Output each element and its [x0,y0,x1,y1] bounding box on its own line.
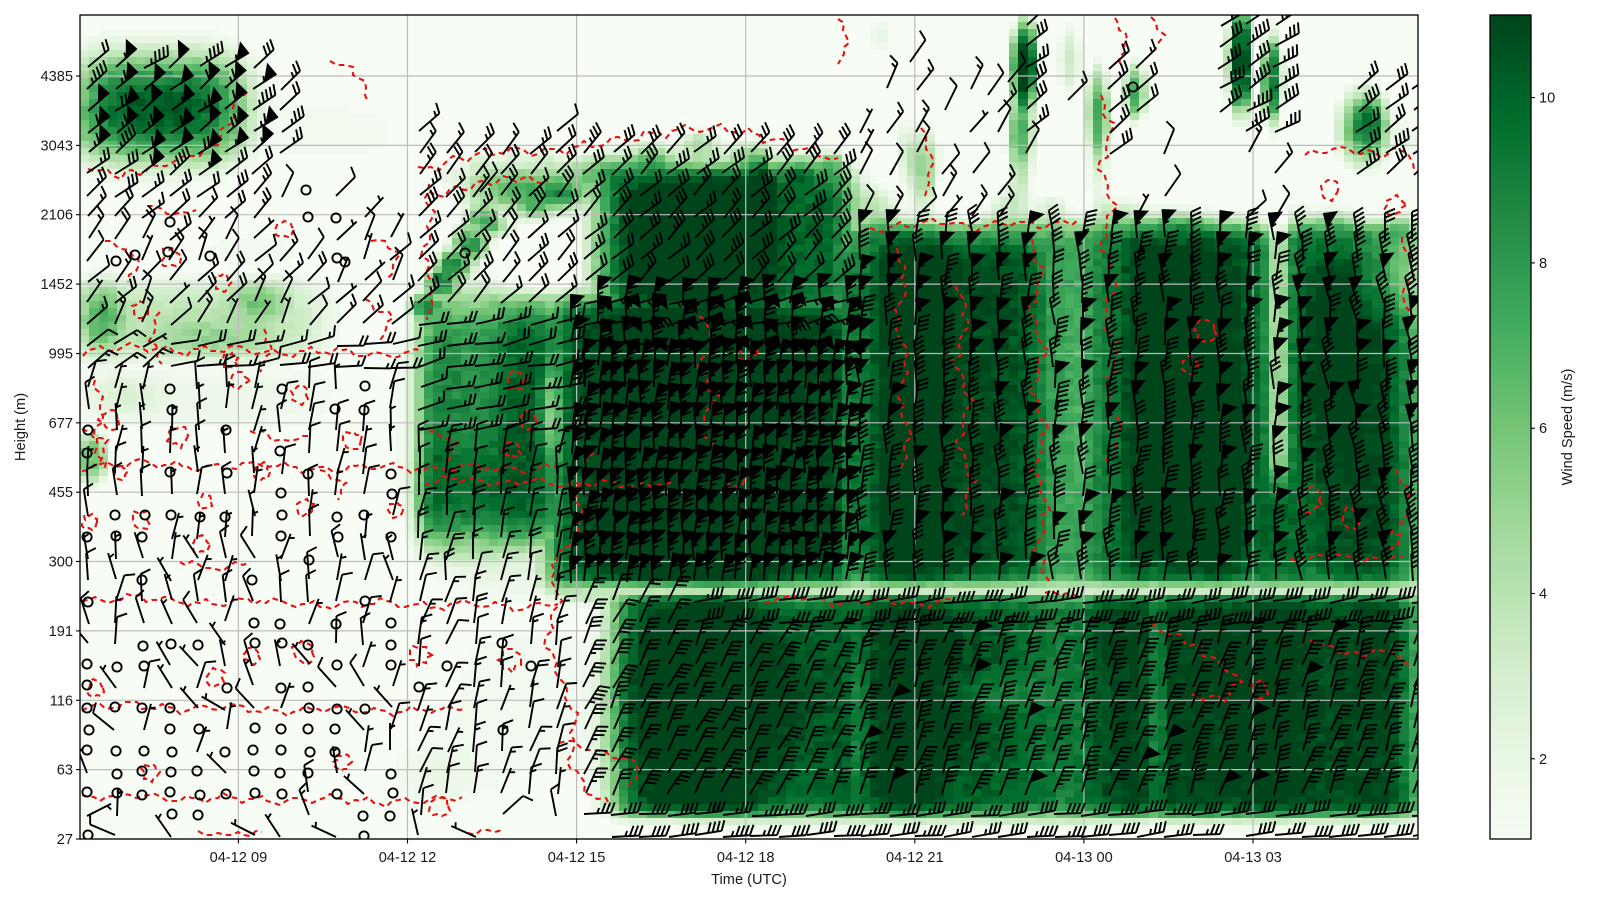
svg-text:191: 191 [49,624,73,640]
svg-text:2106: 2106 [41,208,73,224]
svg-text:1452: 1452 [41,277,73,293]
svg-text:8: 8 [1539,256,1547,272]
svg-text:116: 116 [50,693,73,709]
svg-text:2: 2 [1539,752,1547,768]
svg-text:4: 4 [1539,587,1547,603]
svg-text:Wind Speed (m/s): Wind Speed (m/s) [1560,369,1576,486]
svg-text:677: 677 [49,416,73,432]
svg-text:4385: 4385 [41,69,73,85]
svg-text:04-12 09: 04-12 09 [210,850,268,866]
svg-text:Time (UTC): Time (UTC) [711,872,787,888]
svg-text:04-12 15: 04-12 15 [548,850,606,866]
svg-text:995: 995 [49,347,73,363]
svg-text:300: 300 [49,555,73,571]
svg-text:63: 63 [57,763,73,779]
svg-text:Height (m): Height (m) [13,393,29,461]
svg-text:04-12 18: 04-12 18 [717,850,775,866]
svg-text:04-13 03: 04-13 03 [1224,850,1282,866]
svg-text:10: 10 [1539,91,1555,107]
svg-text:6: 6 [1539,421,1547,437]
svg-text:04-12 21: 04-12 21 [886,850,944,866]
svg-text:3043: 3043 [41,138,73,154]
svg-text:27: 27 [57,832,73,848]
svg-text:04-13 00: 04-13 00 [1055,850,1113,866]
svg-text:455: 455 [49,485,73,501]
svg-text:04-12 12: 04-12 12 [379,850,437,866]
